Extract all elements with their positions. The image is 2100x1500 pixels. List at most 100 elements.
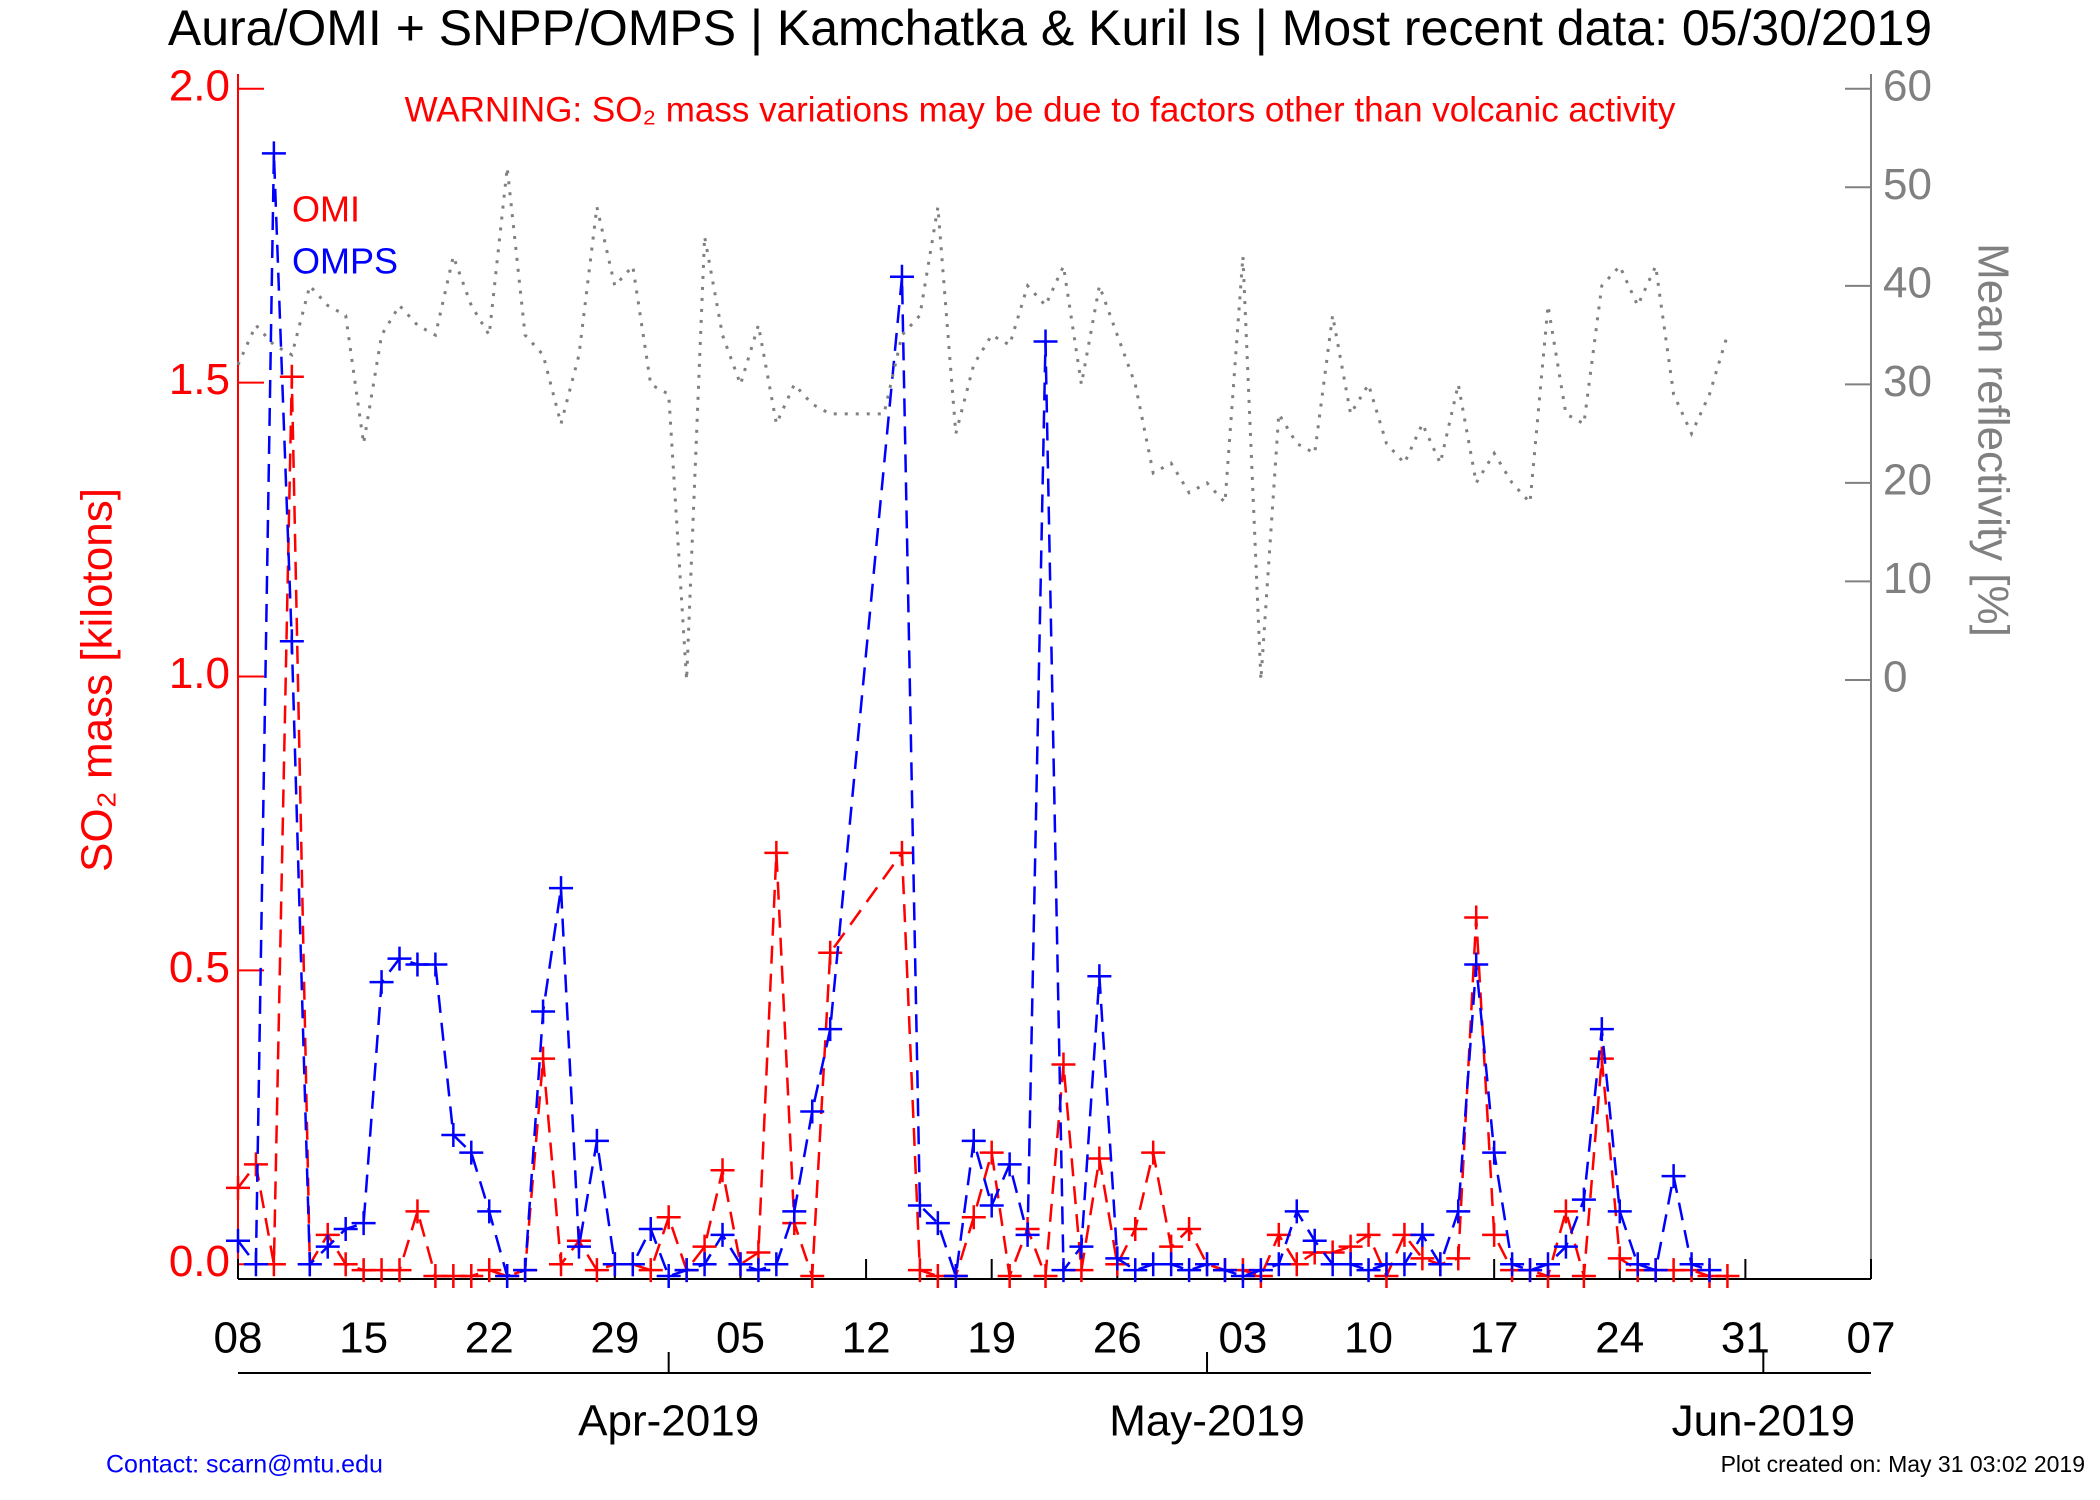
- point-marker: [477, 1258, 502, 1283]
- point-marker: [1410, 1246, 1435, 1271]
- x-tick-label: 31: [1721, 1314, 1770, 1363]
- point-marker: [1571, 1187, 1596, 1212]
- point-marker: [1482, 1222, 1507, 1247]
- point-marker: [1123, 1258, 1148, 1283]
- x-tick-label: 12: [842, 1314, 891, 1363]
- point-marker: [1715, 1264, 1740, 1289]
- point-marker: [656, 1264, 681, 1289]
- point-marker: [423, 952, 448, 977]
- point-marker: [1464, 952, 1489, 977]
- point-marker: [1446, 1246, 1471, 1271]
- point-marker: [961, 1205, 986, 1230]
- point-marker: [441, 1122, 466, 1147]
- point-marker: [1033, 1264, 1058, 1289]
- y-tick-label: 1.5: [169, 355, 230, 404]
- point-marker: [1571, 1264, 1596, 1289]
- point-marker: [261, 141, 286, 166]
- month-label: Apr-2019: [578, 1397, 759, 1446]
- point-marker: [279, 364, 304, 389]
- x-tick-label: 24: [1595, 1314, 1644, 1363]
- point-marker: [333, 1252, 358, 1277]
- point-marker: [1159, 1252, 1184, 1277]
- legend-entry: OMI: [292, 189, 360, 230]
- point-marker: [1033, 329, 1058, 354]
- point-marker: [1266, 1222, 1291, 1247]
- point-marker: [728, 1252, 753, 1277]
- x-tick-label: 07: [1847, 1314, 1896, 1363]
- point-marker: [800, 1099, 825, 1124]
- x-tick-label: 08: [214, 1314, 263, 1363]
- point-marker: [1607, 1199, 1632, 1224]
- x-tick-label: 03: [1218, 1314, 1267, 1363]
- point-marker: [1015, 1222, 1040, 1247]
- point-marker: [584, 1128, 609, 1153]
- y2-axis-label: Mean reflectivity [%]: [1968, 243, 2017, 637]
- point-marker: [1661, 1164, 1686, 1189]
- point-marker: [333, 1217, 358, 1242]
- point-marker: [1643, 1258, 1668, 1283]
- point-marker: [800, 1264, 825, 1289]
- point-marker: [907, 1193, 932, 1218]
- point-marker: [1428, 1252, 1453, 1277]
- point-marker: [495, 1264, 520, 1289]
- x-tick-label: 17: [1470, 1314, 1519, 1363]
- point-marker: [907, 1258, 932, 1283]
- y2-tick-label: 20: [1883, 456, 1932, 505]
- point-marker: [315, 1234, 340, 1259]
- point-marker: [243, 1252, 268, 1277]
- point-marker: [638, 1258, 663, 1283]
- point-marker: [889, 840, 914, 865]
- point-marker: [1087, 1146, 1112, 1171]
- point-marker: [1356, 1222, 1381, 1247]
- y-tick-label: 0.0: [169, 1237, 230, 1286]
- point-marker: [387, 946, 412, 971]
- point-marker: [1230, 1264, 1255, 1289]
- point-marker: [1553, 1234, 1578, 1259]
- point-marker: [1177, 1217, 1202, 1242]
- point-marker: [1051, 1052, 1076, 1077]
- point-marker: [620, 1252, 645, 1277]
- point-marker: [1248, 1258, 1273, 1283]
- point-marker: [566, 1234, 591, 1259]
- point-marker: [477, 1199, 502, 1224]
- point-marker: [549, 1252, 574, 1277]
- y-tick-label: 0.5: [169, 943, 230, 992]
- point-marker: [1446, 1199, 1471, 1224]
- x-tick-label: 29: [590, 1314, 639, 1363]
- y2-tick-label: 10: [1883, 554, 1932, 603]
- point-marker: [943, 1264, 968, 1289]
- point-marker: [1069, 1234, 1094, 1259]
- month-label: May-2019: [1109, 1397, 1305, 1446]
- point-marker: [997, 1152, 1022, 1177]
- point-marker: [369, 970, 394, 995]
- point-marker: [961, 1128, 986, 1153]
- point-marker: [1464, 905, 1489, 930]
- point-marker: [818, 1017, 843, 1042]
- point-marker: [1141, 1140, 1166, 1165]
- point-marker: [1679, 1252, 1704, 1277]
- point-marker: [1589, 1046, 1614, 1071]
- point-marker: [997, 1264, 1022, 1289]
- created-on: Plot created on: May 31 03:02 2019: [1721, 1451, 2085, 1477]
- y2-tick-label: 40: [1883, 258, 1932, 307]
- point-marker: [405, 1199, 430, 1224]
- contact: Contact: scarn@mtu.edu: [106, 1451, 383, 1479]
- y-axis-label: SO₂ mass [kilotons]: [73, 488, 122, 872]
- point-marker: [710, 1222, 735, 1247]
- point-marker: [674, 1258, 699, 1283]
- warning: WARNING: SO₂ mass variations may be due …: [405, 90, 1676, 129]
- point-marker: [243, 1152, 268, 1177]
- point-marker: [513, 1258, 538, 1283]
- point-marker: [1392, 1252, 1417, 1277]
- point-marker: [1518, 1258, 1543, 1283]
- point-marker: [1051, 1258, 1076, 1283]
- point-marker: [764, 1252, 789, 1277]
- point-marker: [531, 1046, 556, 1071]
- point-marker: [226, 1175, 250, 1200]
- y-tick-label: 1.0: [169, 649, 230, 698]
- point-marker: [1410, 1222, 1435, 1247]
- point-marker: [710, 1158, 735, 1183]
- point-marker: [1482, 1140, 1507, 1165]
